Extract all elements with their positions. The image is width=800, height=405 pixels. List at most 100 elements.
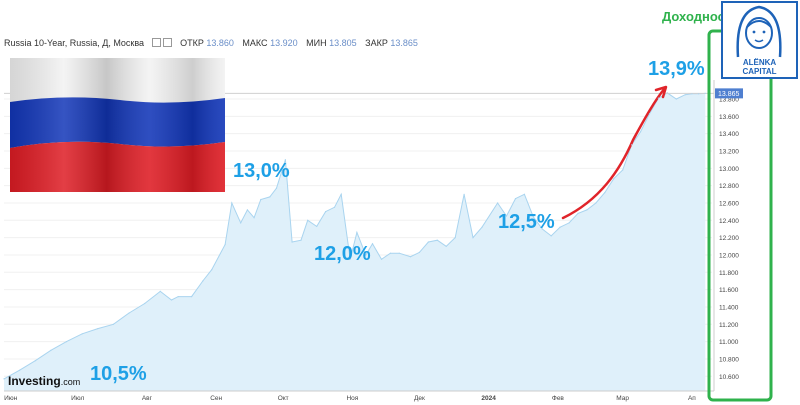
data-point	[622, 169, 624, 171]
overlay-title: Доходнос	[662, 9, 722, 24]
data-point	[275, 187, 278, 189]
data-point	[81, 333, 83, 335]
data-point	[454, 237, 456, 239]
data-point	[472, 237, 474, 239]
annotation-13-9: 13,9%	[648, 58, 705, 80]
data-point	[436, 239, 438, 241]
data-point	[613, 178, 615, 180]
y-axis: 10.600 10.800 11.000 11.200 11.400 11.600 11.8…	[713, 80, 739, 391]
data-point	[65, 341, 68, 343]
chart-header: Russia 10-Year, Russia, Д, Москва ОТКР 1…	[4, 38, 418, 48]
data-point	[691, 93, 693, 95]
y-tick-label: 13.400	[719, 131, 739, 138]
data-point	[253, 217, 255, 219]
data-point	[356, 231, 358, 233]
alenka-capital-logo: ALЁNKA CAPITAL	[721, 1, 798, 79]
open-label: ОТКР	[180, 38, 204, 48]
data-point	[231, 202, 233, 204]
data-point	[3, 378, 5, 380]
data-point	[657, 97, 660, 99]
data-point	[427, 241, 429, 243]
data-point	[340, 193, 342, 195]
open-value: 13.860	[206, 38, 234, 48]
logo-line-2: CAPITAL	[742, 67, 777, 76]
annotation-12-5: 12,5%	[498, 211, 555, 233]
data-point	[170, 299, 173, 301]
data-point	[409, 256, 412, 258]
annotation-13-0: 13,0%	[233, 160, 290, 182]
data-point	[34, 360, 36, 362]
data-point	[269, 196, 271, 198]
x-tick-label: Окт	[278, 395, 289, 402]
y-tick-label: 12.200	[719, 235, 739, 242]
data-point	[371, 243, 374, 245]
data-point	[648, 113, 651, 115]
window-icon[interactable]	[151, 38, 161, 47]
data-point	[505, 215, 508, 217]
low-value: 13.805	[329, 38, 357, 48]
high-value: 13.920	[270, 38, 298, 48]
data-point	[202, 280, 204, 282]
data-point	[550, 235, 552, 237]
x-tick-label: Фев	[552, 395, 565, 402]
data-point	[463, 193, 465, 195]
data-point	[698, 93, 700, 95]
settings-icon[interactable]	[162, 38, 172, 47]
annotation-12-0: 12,0%	[314, 243, 371, 265]
data-point	[532, 216, 534, 218]
x-axis: Июн Июл Авг Сен Окт Ноя Дек 2024 Фев Мар Ап	[4, 390, 714, 402]
data-point	[418, 251, 420, 253]
data-point	[144, 302, 146, 305]
annotation-10-5: 10,5%	[90, 363, 147, 385]
data-point	[19, 369, 21, 371]
data-point	[191, 296, 193, 298]
y-tick-label: 11.200	[719, 322, 739, 329]
y-tick-label: 12.800	[719, 183, 739, 190]
data-point	[639, 131, 642, 133]
data-point	[577, 212, 579, 214]
last-price-tag-label: 13.865	[718, 91, 740, 98]
low-label: МИН	[306, 38, 327, 48]
logo-line-1: ALЁNKA	[742, 58, 777, 67]
data-point	[333, 206, 336, 208]
close-label: ЗАКР	[365, 38, 388, 48]
y-tick-label: 13.800	[719, 96, 739, 103]
data-point	[631, 144, 633, 146]
data-point	[240, 222, 242, 224]
data-point	[325, 211, 327, 213]
data-point	[595, 202, 597, 204]
x-tick-label: 2024	[481, 395, 496, 402]
data-point	[211, 269, 213, 271]
data-point	[224, 244, 226, 246]
brand-name: Investing	[8, 374, 61, 388]
x-tick-label: Дек	[414, 395, 425, 402]
y-tick-label: 11.800	[719, 270, 739, 277]
data-point	[365, 254, 367, 256]
y-tick-label: 13.000	[719, 166, 739, 173]
data-point	[541, 228, 543, 230]
data-point	[675, 98, 677, 100]
x-tick-label: Мар	[616, 395, 629, 402]
data-point	[50, 349, 52, 351]
data-point	[586, 209, 588, 211]
close-value: 13.865	[390, 38, 418, 48]
investing-logo: Investing.com	[8, 374, 80, 388]
data-point	[246, 209, 248, 211]
data-point	[307, 219, 309, 221]
data-point	[284, 159, 286, 161]
y-tick-label: 13.200	[719, 148, 739, 155]
data-point	[497, 202, 499, 204]
data-point	[704, 92, 706, 94]
x-tick-label: Ап	[688, 395, 696, 402]
y-tick-label: 10.800	[719, 356, 739, 363]
data-point	[389, 252, 391, 254]
data-point	[380, 258, 383, 260]
x-tick-label: Июн	[4, 395, 18, 402]
data-point	[128, 312, 130, 314]
high-label: МАКС	[242, 38, 268, 48]
x-tick-label: Авг	[142, 395, 153, 402]
data-point	[604, 192, 606, 194]
data-point	[300, 239, 302, 241]
data-point	[445, 245, 447, 247]
y-tick-label: 11.400	[719, 304, 739, 311]
